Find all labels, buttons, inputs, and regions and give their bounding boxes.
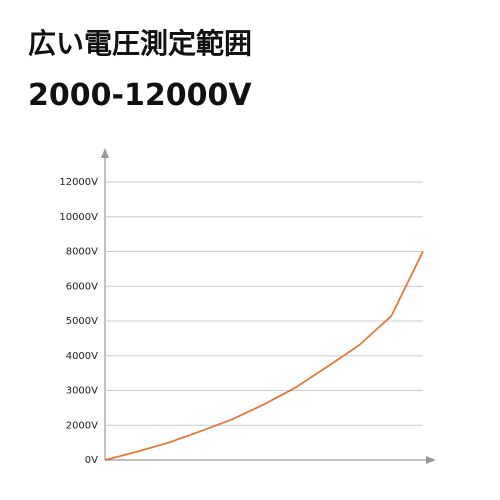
subtitle: 2000-12000V — [28, 78, 252, 113]
title: 広い電圧測定範囲 — [28, 27, 253, 60]
y-tick-label: 10000V — [59, 212, 98, 223]
y-tick-label: 12000V — [59, 177, 98, 188]
y-tick-label: 4000V — [66, 351, 98, 362]
y-tick-label: 3000V — [66, 386, 98, 397]
y-tick-label: 6000V — [66, 281, 98, 292]
y-axis-arrow — [101, 148, 109, 158]
y-tick-label: 2000V — [66, 420, 98, 431]
data-line — [104, 251, 424, 461]
y-tick-label: 5000V — [66, 316, 98, 327]
y-tick-label: 0V — [85, 455, 98, 466]
y-tick-label: 8000V — [66, 247, 98, 258]
x-axis-arrow — [426, 456, 436, 464]
